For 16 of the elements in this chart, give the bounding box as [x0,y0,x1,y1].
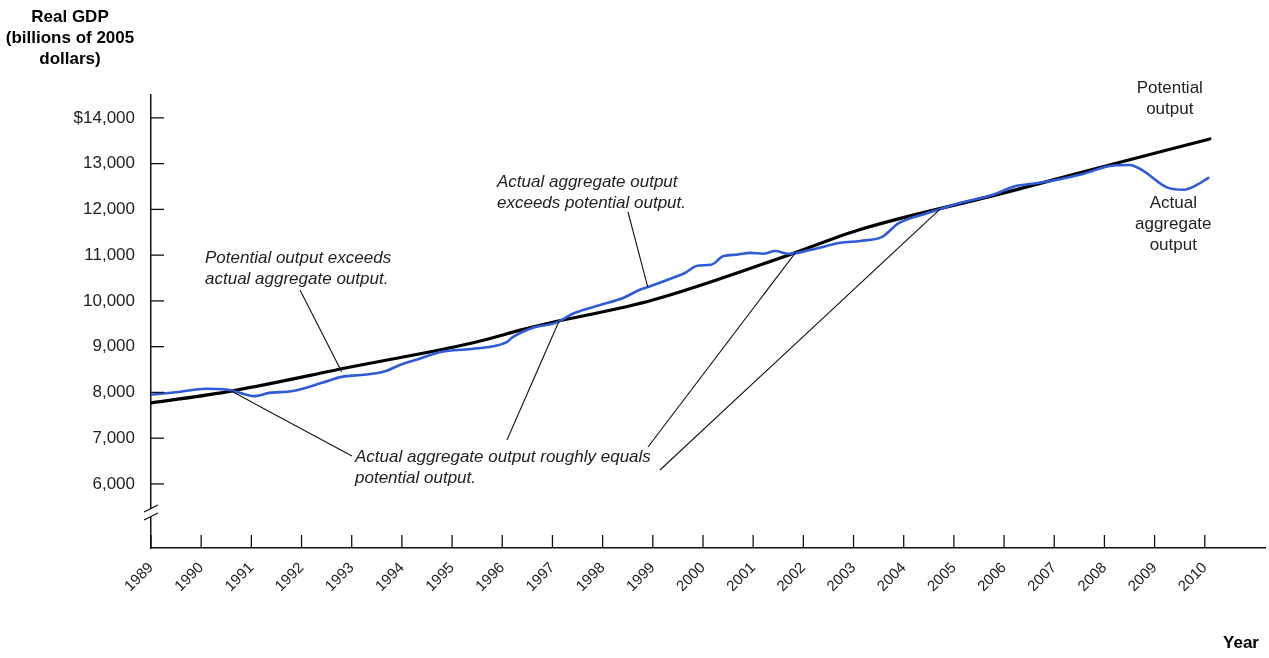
y-tick-label: 11,000 [84,244,135,264]
y-tick-label: 12,000 [83,199,135,219]
series-label: Potential output [1135,76,1204,119]
annotation: Actual aggregate output exceeds potential output. [497,171,688,213]
annotation: Actual aggregate output roughly equals potential output. [355,446,652,488]
y-tick-label: 9,000 [92,336,135,356]
y-tick-label: 8,000 [92,382,135,402]
y-tick-label: 13,000 [83,153,135,173]
y-tick-label: 7,000 [92,427,135,447]
y-tick-label: 10,000 [83,290,135,310]
y-axis-title: Real GDP (billions of 2005 dollars) [4,6,136,69]
y-tick-label: 6,000 [92,473,135,493]
x-axis-title: Year [1223,633,1259,653]
series-label: Actual aggregate output [1134,191,1213,255]
y-tick-label: $14,000 [73,107,135,127]
annotation: Potential output exceeds actual aggregate output. [205,247,393,289]
